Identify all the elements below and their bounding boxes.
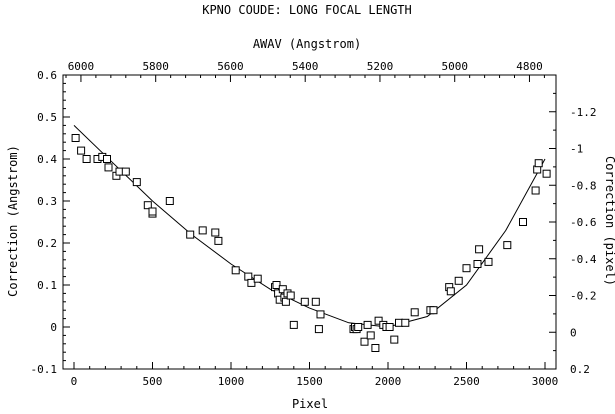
right-tick-label: -0.2: [570, 290, 597, 303]
top-tick-label: 4800: [516, 60, 543, 73]
x-tick-label: 3000: [532, 375, 559, 388]
chart-title: KPNO COUDE: LONG FOCAL LENGTH: [202, 3, 412, 17]
top-tick-label: 5000: [441, 60, 468, 73]
data-point: [534, 159, 543, 168]
x-tick-label: 1000: [218, 375, 245, 388]
data-point: [374, 316, 383, 325]
data-point: [103, 155, 111, 163]
top-tick-label: 5800: [142, 60, 169, 73]
y-tick-label: 0.2: [37, 237, 57, 250]
top-tick-label: 5400: [292, 60, 319, 73]
data-point: [446, 287, 455, 296]
data-point: [454, 276, 463, 285]
data-point: [410, 308, 419, 317]
data-point: [132, 178, 141, 187]
data-point: [429, 306, 438, 315]
plot-frame: [62, 74, 557, 370]
data-point: [519, 218, 527, 226]
data-point: [278, 285, 287, 294]
data-point: [121, 167, 130, 176]
y-tick-label: -0.1: [31, 363, 58, 376]
data-point: [363, 320, 372, 329]
data-point: [366, 331, 375, 340]
top-tick-label: 6000: [68, 60, 95, 73]
data-point: [473, 260, 482, 268]
data-point: [143, 201, 152, 210]
data-point: [247, 278, 256, 287]
right-tick-label: -0.6: [570, 216, 597, 229]
right-tick-label: -0.8: [570, 179, 597, 192]
data-point: [401, 318, 410, 327]
data-point: [475, 245, 484, 254]
fit-curve: [73, 125, 546, 328]
y-tick-label: 0.6: [37, 69, 57, 82]
right-tick-label: -1: [570, 143, 583, 156]
data-points: [71, 134, 551, 352]
data-point: [214, 236, 223, 245]
data-point: [286, 291, 295, 300]
data-point: [165, 197, 174, 205]
y-tick-label: 0.3: [37, 195, 57, 208]
data-point: [300, 297, 309, 306]
y-tick-label: 0: [50, 321, 57, 334]
data-point: [531, 186, 540, 195]
right-axis-label: Correction (pixel): [603, 156, 615, 286]
x-tick-label: 500: [143, 375, 163, 388]
right-tick-label: 0: [570, 326, 577, 339]
data-point: [360, 337, 369, 346]
x-tick-label: 1500: [296, 375, 323, 388]
fit-curve-group: [73, 125, 546, 328]
top-axis-label: AWAV (Angstrom): [253, 37, 361, 51]
data-point: [390, 335, 399, 344]
data-point: [316, 310, 325, 319]
data-point: [311, 297, 320, 306]
right-tick-label: 0.2: [570, 363, 590, 376]
data-point: [211, 228, 220, 237]
right-ticks: 0.2 0 -0.2 -0.4 -0.6 -0.8 -1 -1.2: [549, 92, 597, 376]
y-tick-label: 0.4: [37, 153, 57, 166]
data-point: [462, 264, 471, 273]
left-ticks: -0.1 0 0.1 0.2 0.3 0.4 0.5 0.6: [31, 69, 70, 376]
data-point: [354, 323, 363, 331]
data-point: [198, 226, 207, 235]
right-tick-label: -0.4: [570, 253, 597, 266]
data-point: [385, 323, 394, 331]
data-point: [104, 163, 113, 172]
data-point: [314, 325, 323, 334]
data-point: [77, 146, 86, 155]
x-tick-label: 2000: [375, 375, 402, 388]
data-point: [148, 207, 157, 216]
y-tick-label: 0.5: [37, 111, 57, 124]
data-point: [484, 257, 493, 266]
top-tick-label: 5600: [217, 60, 244, 73]
top-tick-label: 5200: [367, 60, 394, 73]
data-point: [71, 134, 80, 142]
y-tick-label: 0.1: [37, 279, 57, 292]
data-point: [371, 344, 380, 352]
x-tick-label: 0: [71, 375, 78, 388]
y-axis-label: Correction (Angstrom): [6, 145, 20, 297]
data-point: [542, 169, 551, 178]
data-point: [272, 281, 281, 289]
bottom-ticks: 0 500 1000 1500 2000 2500 3000: [71, 362, 559, 388]
data-point: [503, 241, 512, 250]
x-tick-label: 2500: [453, 375, 480, 388]
data-point: [289, 320, 298, 329]
x-axis-label: Pixel: [292, 397, 328, 411]
top-ticks: 6000 5800 5600 5400 5200 5000 4800: [65, 60, 545, 82]
data-point: [253, 274, 262, 283]
data-point: [231, 266, 240, 275]
data-point: [186, 230, 195, 239]
data-point: [82, 155, 91, 163]
data-point: [281, 297, 290, 306]
right-tick-label: -1.2: [570, 106, 597, 119]
